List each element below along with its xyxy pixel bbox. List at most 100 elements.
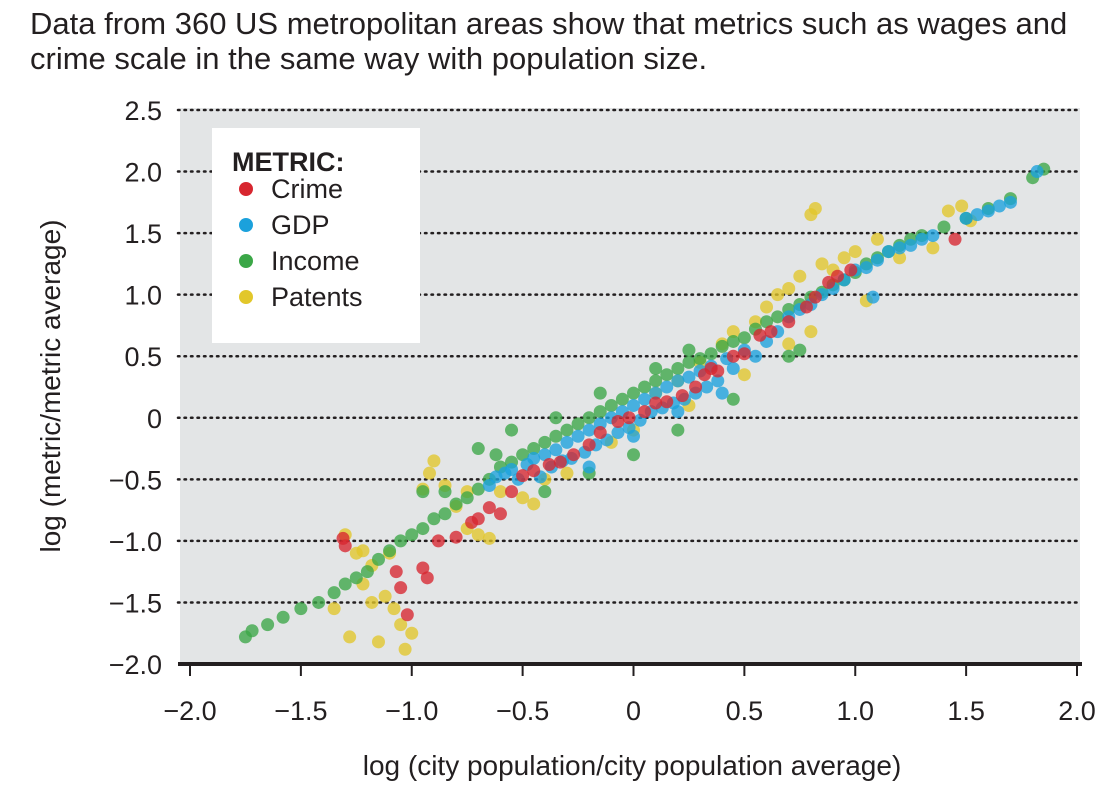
point-income bbox=[416, 522, 430, 536]
legend-box bbox=[212, 128, 420, 343]
point-patents bbox=[804, 325, 818, 339]
y-tick-label: 0 bbox=[147, 404, 162, 434]
point-income bbox=[327, 586, 341, 600]
point-patents bbox=[394, 618, 408, 632]
point-gdp bbox=[992, 199, 1006, 213]
point-gdp bbox=[671, 374, 685, 388]
point-gdp bbox=[527, 451, 541, 465]
point-patents bbox=[378, 589, 392, 603]
point-gdp bbox=[582, 460, 596, 474]
point-income bbox=[571, 417, 585, 431]
point-income bbox=[527, 442, 541, 456]
point-income bbox=[338, 577, 352, 591]
point-crime bbox=[482, 501, 496, 515]
point-income bbox=[489, 448, 503, 462]
point-crime bbox=[471, 512, 485, 526]
point-crime bbox=[844, 263, 858, 277]
point-patents bbox=[771, 288, 785, 302]
point-gdp bbox=[915, 232, 929, 246]
point-gdp bbox=[904, 238, 918, 252]
point-income bbox=[538, 485, 552, 499]
point-income bbox=[394, 534, 408, 548]
point-gdp bbox=[649, 386, 663, 400]
point-gdp bbox=[638, 392, 652, 406]
point-income bbox=[276, 610, 290, 624]
point-income bbox=[704, 347, 718, 361]
legend-label-income: Income bbox=[271, 246, 360, 276]
point-gdp bbox=[582, 423, 596, 437]
y-tick-label: 2.0 bbox=[124, 158, 162, 188]
point-income bbox=[737, 331, 751, 345]
point-patents bbox=[371, 635, 385, 649]
point-income bbox=[649, 374, 663, 388]
point-income bbox=[782, 349, 796, 363]
point-income bbox=[604, 398, 618, 412]
point-income bbox=[715, 339, 729, 353]
point-gdp bbox=[660, 380, 674, 394]
point-crime bbox=[420, 571, 434, 585]
point-gdp bbox=[538, 448, 552, 462]
point-patents bbox=[808, 201, 822, 215]
point-income bbox=[671, 362, 685, 376]
point-crime bbox=[527, 464, 541, 478]
point-gdp bbox=[671, 405, 685, 419]
point-crime bbox=[753, 328, 767, 342]
point-income bbox=[360, 565, 374, 579]
point-patents bbox=[870, 232, 884, 246]
point-income bbox=[682, 355, 696, 369]
point-patents bbox=[387, 602, 401, 616]
point-patents bbox=[405, 626, 419, 640]
point-gdp bbox=[700, 380, 714, 394]
point-crime bbox=[831, 269, 845, 283]
point-crime bbox=[449, 530, 463, 544]
point-crime bbox=[675, 389, 689, 403]
point-income bbox=[294, 602, 308, 616]
x-axis-ticks: −2.0 −1.5 −1.0 −0.5 0 0.5 1.0 1.5 2.0 bbox=[163, 664, 1096, 726]
point-crime bbox=[394, 581, 408, 595]
point-income bbox=[760, 315, 774, 329]
legend-label-patents: Patents bbox=[271, 282, 363, 312]
y-tick-label: −2.0 bbox=[109, 650, 162, 680]
legend-marker-gdp bbox=[239, 218, 253, 232]
point-income bbox=[416, 485, 430, 499]
point-patents bbox=[422, 466, 436, 480]
point-income bbox=[771, 310, 785, 324]
point-patents bbox=[493, 485, 507, 499]
point-gdp bbox=[893, 241, 907, 255]
point-income bbox=[438, 507, 452, 521]
point-income bbox=[593, 386, 607, 400]
x-tick-label: −0.5 bbox=[496, 696, 549, 726]
point-gdp bbox=[711, 374, 725, 388]
point-patents bbox=[941, 204, 955, 218]
legend-label-gdp: GDP bbox=[271, 210, 330, 240]
point-crime bbox=[582, 438, 596, 452]
point-gdp bbox=[981, 204, 995, 218]
point-patents bbox=[427, 454, 441, 468]
point-crime bbox=[593, 426, 607, 440]
point-crime bbox=[649, 396, 663, 410]
y-tick-label: 1.0 bbox=[124, 281, 162, 311]
point-income bbox=[649, 362, 663, 376]
x-tick-label: 0.5 bbox=[726, 696, 764, 726]
point-patents bbox=[782, 337, 796, 351]
x-tick-label: 2.0 bbox=[1058, 696, 1096, 726]
y-tick-label: 2.5 bbox=[124, 96, 162, 126]
point-income bbox=[937, 220, 951, 234]
y-tick-label: −0.5 bbox=[109, 465, 162, 495]
point-income bbox=[371, 552, 385, 566]
point-income bbox=[726, 334, 740, 348]
point-patents bbox=[527, 497, 541, 511]
point-patents bbox=[760, 300, 774, 314]
point-patents bbox=[837, 251, 851, 265]
x-tick-label: 1.5 bbox=[947, 696, 985, 726]
point-income bbox=[726, 392, 740, 406]
x-tick-label: −2.0 bbox=[163, 696, 216, 726]
point-patents bbox=[793, 269, 807, 283]
point-crime bbox=[542, 458, 556, 472]
point-gdp bbox=[715, 386, 729, 400]
point-crime bbox=[431, 534, 445, 548]
point-gdp bbox=[748, 349, 762, 363]
point-income bbox=[516, 448, 530, 462]
legend-marker-patents bbox=[239, 290, 253, 304]
point-crime bbox=[704, 362, 718, 376]
